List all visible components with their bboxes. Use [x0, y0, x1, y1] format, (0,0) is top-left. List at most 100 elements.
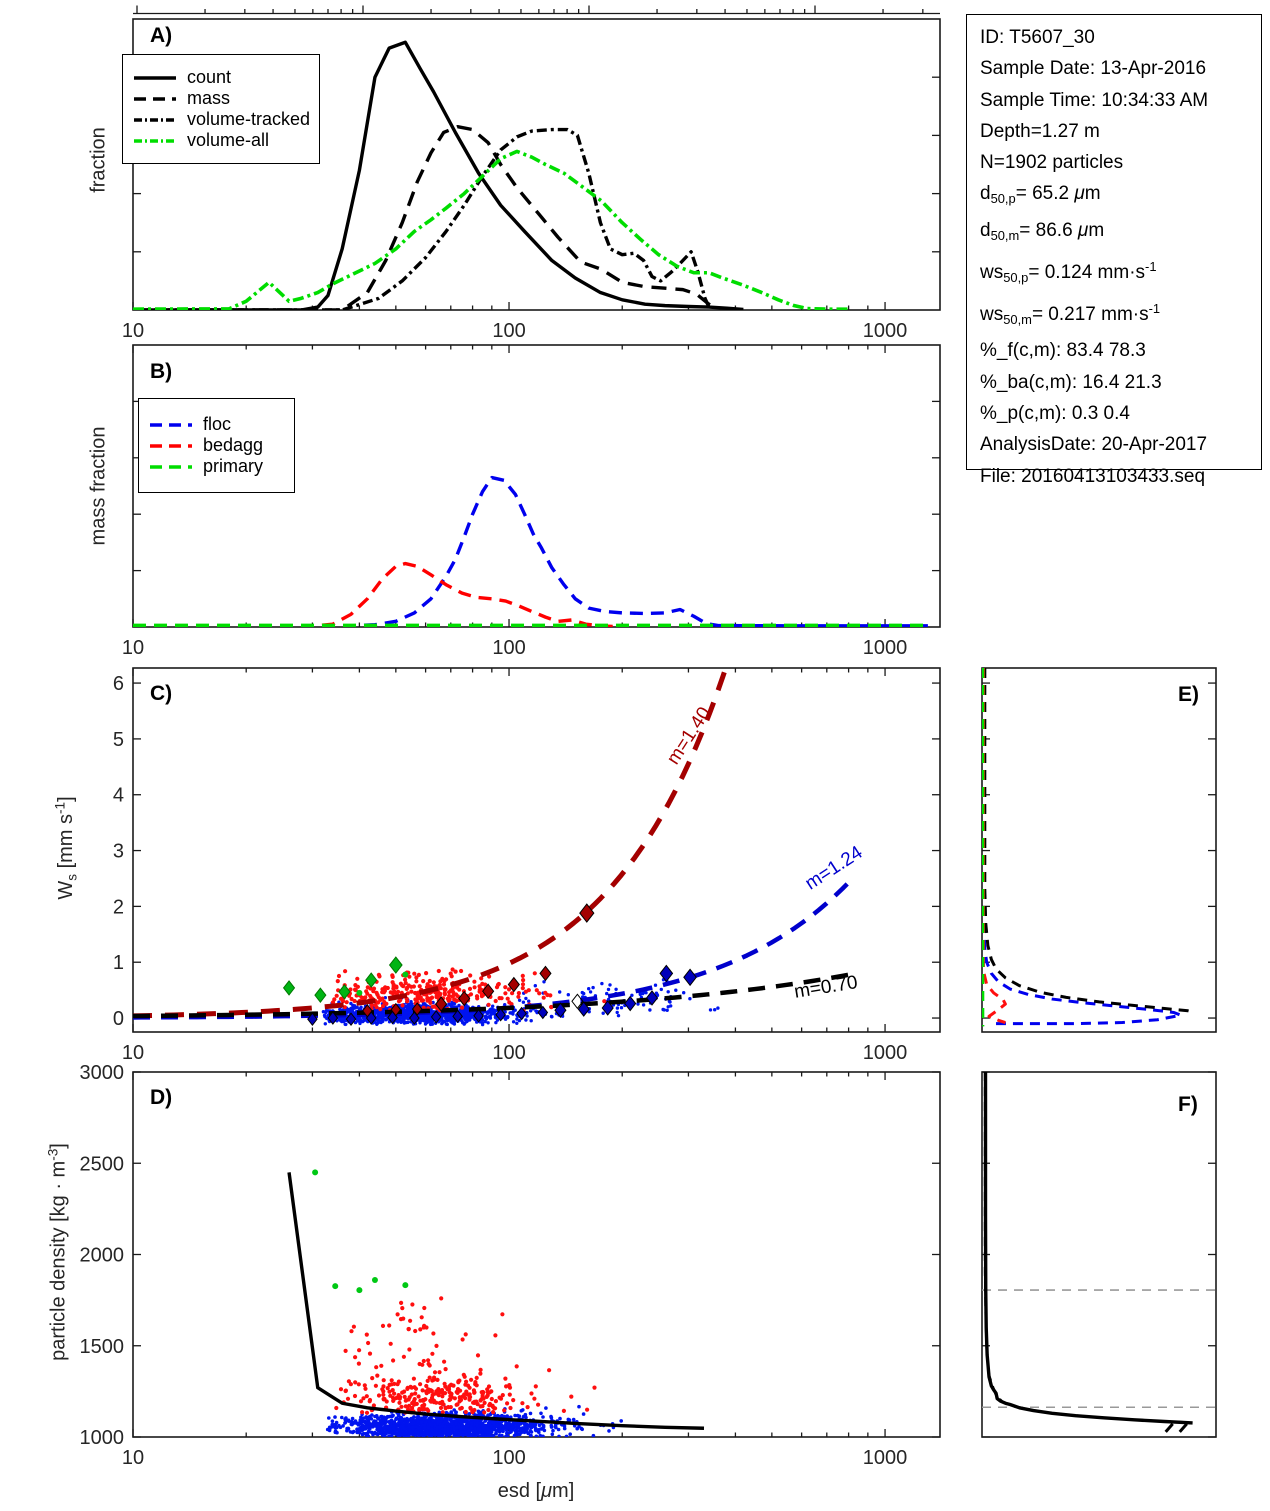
legend-line-primary — [150, 464, 192, 469]
panel-B-axes: 10 100 1000 — [122, 344, 941, 659]
panel-A-axes: 10 100 1000 — [122, 18, 941, 342]
x-tick-label: 1000 — [863, 1042, 908, 1064]
x-tick-label: 10 — [122, 320, 144, 342]
y-tick-label: 2500 — [80, 1153, 125, 1175]
panel-D-axes: 10 100 1000 1000 1500 2000 2500 3000 — [80, 1062, 941, 1469]
panel-F-series — [982, 1072, 1216, 1433]
info-line-7: d50,m= 86.6 μm — [980, 219, 1105, 243]
y-tick-label: 0 — [113, 1008, 124, 1030]
fit-label-m0.7: m=0.70 — [793, 972, 859, 1003]
legend-label-floc: floc — [203, 414, 232, 434]
legend-label-count: count — [187, 67, 232, 87]
info-line-9: ws50,m= 0.217 mm·s-1 — [980, 301, 1161, 328]
legend-label-volume-all: volume-all — [187, 130, 270, 150]
panel-label-c: C) — [150, 682, 173, 705]
info-line-2: Sample Date: 13-Apr-2016 — [980, 58, 1207, 80]
info-box: ID: T5607_30 Sample Date: 13-Apr-2016 Samp… — [966, 14, 1262, 487]
legend-item-floc: floc — [139, 414, 294, 435]
legend-label-primary: primary — [203, 456, 264, 476]
panel-label-a: A) — [150, 24, 173, 47]
panel-D-scatter — [287, 1169, 705, 1437]
panel-label-b: B) — [150, 360, 173, 383]
legend-item-primary: primary — [139, 456, 294, 477]
series-count — [133, 40, 744, 310]
series-bedagg — [133, 561, 614, 627]
series-floc — [133, 475, 928, 627]
x-tick-label: 100 — [492, 1042, 525, 1064]
series-floc-ws-dist — [982, 668, 1183, 1026]
series-density-dist-solid — [983, 1072, 1193, 1425]
panel-label-f: F) — [1178, 1093, 1198, 1116]
series-hook-2 — [1178, 1422, 1188, 1433]
y-axis-label-density: particle density [kg · m-3] — [45, 1143, 70, 1361]
legend-label-bedagg: bedagg — [203, 435, 264, 455]
series-hook-1 — [1164, 1422, 1174, 1433]
x-tick-label: 1000 — [863, 1447, 908, 1469]
panel-E-series — [982, 668, 1196, 1027]
y-tick-label: 3 — [113, 841, 124, 863]
info-line-14: File: 20160413103433.seq — [980, 465, 1206, 487]
legend-panel-b: floc bedagg primary — [138, 398, 295, 493]
legend-item-count: count — [123, 67, 319, 88]
legend-line-bedagg — [150, 443, 192, 448]
fit-line-m0.7 — [133, 972, 852, 1019]
panel-B-series — [133, 475, 928, 627]
x-tick-label: 10 — [122, 637, 144, 659]
series-mass — [133, 124, 717, 310]
panel-label-e: E) — [1178, 683, 1199, 706]
series-volume-tracked — [133, 127, 712, 310]
info-line-4: Depth=1.27 m — [980, 120, 1100, 142]
x-tick-label: 10 — [122, 1042, 144, 1064]
fit-line-m1.4 — [133, 668, 729, 1019]
series-density-dist-dashed — [983, 1072, 1188, 1424]
x-tick-label: 100 — [492, 637, 525, 659]
panel-label-d: D) — [150, 1086, 173, 1109]
series-volume-all — [133, 149, 849, 310]
panel-C-fit-lines — [133, 668, 853, 1020]
y-tick-label: 1500 — [80, 1336, 125, 1358]
y-axis-label-mass-fraction: mass fraction — [87, 426, 110, 546]
info-line-12: %_p(c,m): 0.3 0.4 — [980, 402, 1130, 424]
y-tick-label: 4 — [113, 785, 124, 807]
legend-item-volume-all: volume-all — [123, 130, 319, 151]
x-tick-label: 10 — [122, 1447, 144, 1469]
legend-line-volume-all — [134, 138, 176, 143]
info-line-11: %_ba(c,m): 16.4 21.3 — [980, 371, 1162, 393]
info-line-1: ID: T5607_30 — [980, 27, 1095, 48]
y-tick-label: 1000 — [80, 1427, 125, 1449]
panel-C-diamonds — [282, 903, 697, 1026]
legend-item-mass: mass — [123, 88, 319, 109]
info-line-10: %_f(c,m): 83.4 78.3 — [980, 340, 1146, 362]
y-tick-label: 6 — [113, 673, 124, 695]
y-tick-label: 5 — [113, 729, 124, 751]
density-limit-line — [287, 1172, 705, 1430]
panel-E-axes — [981, 667, 1217, 1033]
y-tick-label: 1 — [113, 952, 124, 974]
legend-line-volume-tracked — [134, 117, 176, 122]
y-tick-label: 3000 — [80, 1062, 125, 1084]
y-tick-label: 2 — [113, 896, 124, 918]
x-axis-label-esd: esd [μm] — [497, 1480, 575, 1502]
y-tick-label: 2000 — [80, 1245, 125, 1267]
series-bedagg-ws-dist — [982, 668, 1007, 1024]
top-axis — [133, 5, 940, 15]
info-line-3: Sample Time: 10:34:33 AM — [980, 89, 1209, 111]
legend-panel-a: count mass volume-tracked volume-all — [122, 54, 320, 164]
panel-F-axes — [981, 1071, 1217, 1438]
legend-item-volume-tracked: volume-tracked — [123, 109, 319, 130]
y-axis-label-ws: Ws [mm s-1] — [52, 796, 80, 900]
series-all-ws-dist — [983, 668, 1196, 1014]
panel-C-axes: 10 100 1000 0 1 2 3 4 5 6 — [113, 667, 941, 1064]
info-line-6: d50,p= 65.2 μm — [980, 183, 1101, 207]
x-tick-label: 100 — [492, 1447, 525, 1469]
legend-line-count — [134, 75, 176, 80]
info-line-5: N=1902 particles — [980, 152, 1124, 174]
legend-line-floc — [150, 422, 192, 427]
x-tick-label: 100 — [492, 320, 525, 342]
info-line-13: AnalysisDate: 20-Apr-2017 — [980, 434, 1208, 456]
panel-A-series — [133, 40, 849, 310]
info-line-8: ws50,p= 0.124 mm·s-1 — [980, 258, 1157, 285]
y-axis-label-fraction: fraction — [87, 127, 110, 193]
